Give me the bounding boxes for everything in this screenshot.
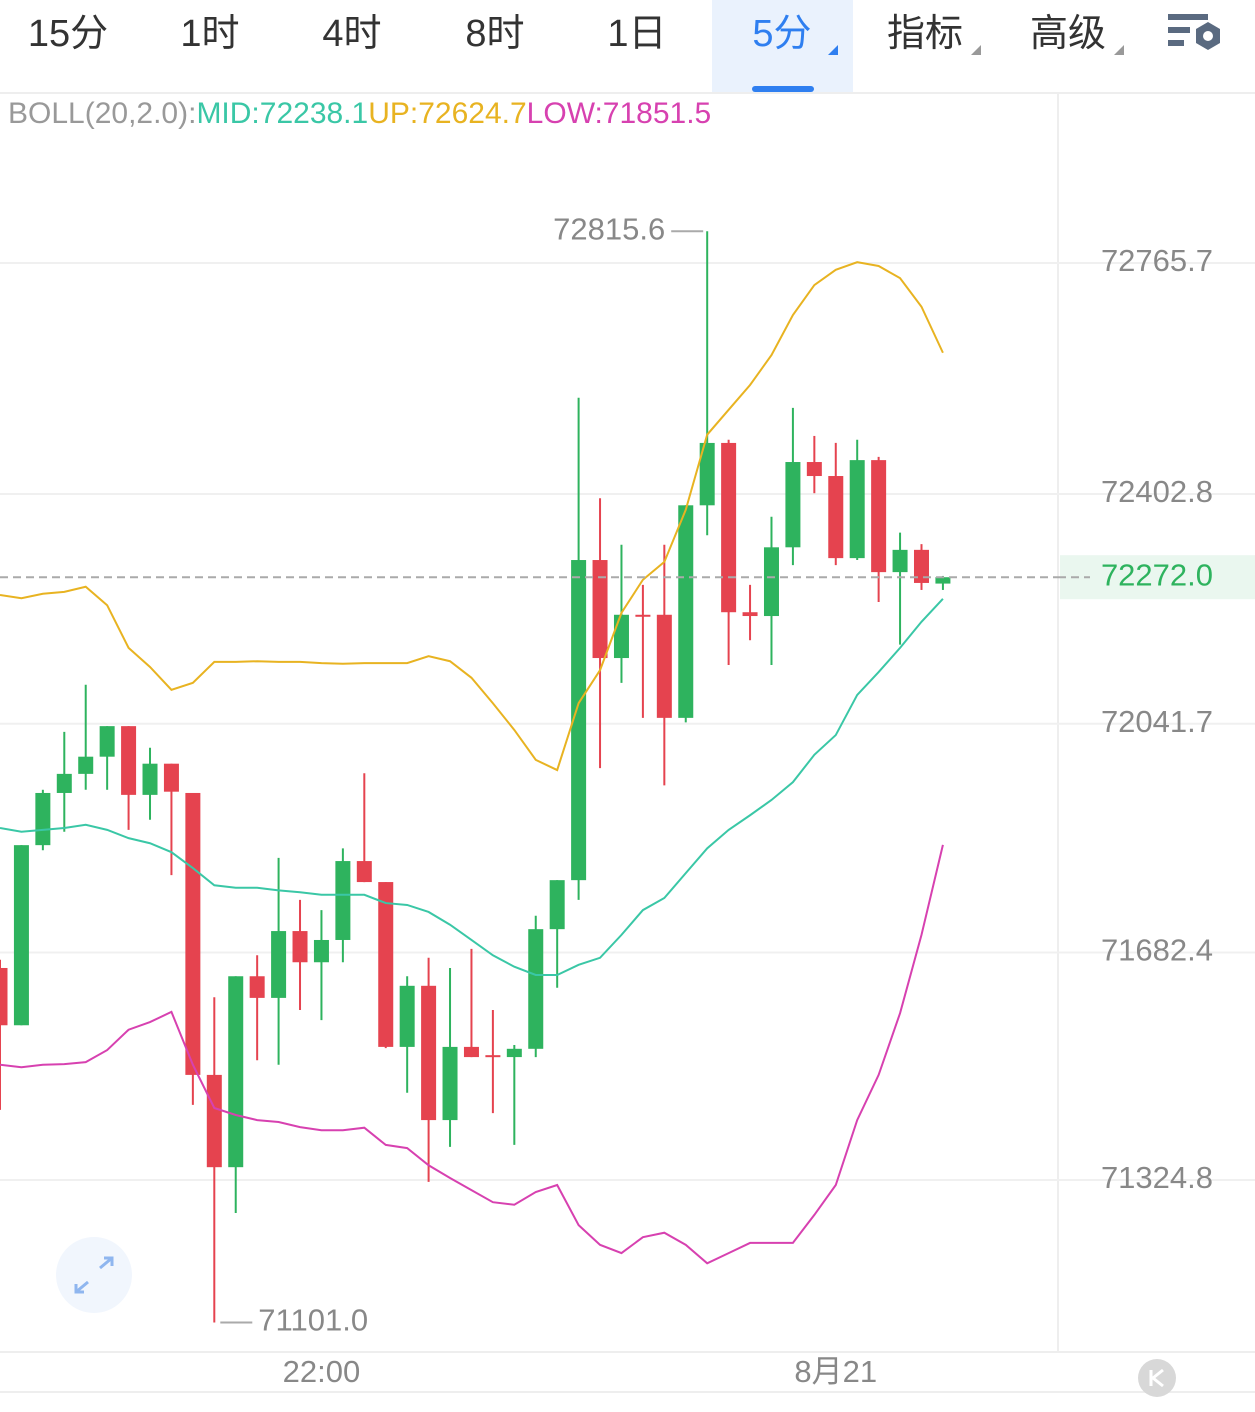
candle-body <box>506 1048 522 1058</box>
candle-body <box>806 462 822 477</box>
candle-body <box>871 460 887 573</box>
boll-line <box>0 844 944 1265</box>
candle-body <box>142 763 158 795</box>
y-tick-label: 71682.4 <box>1101 933 1213 968</box>
annotation-label: 71101.0 <box>258 1303 368 1338</box>
candle-body <box>421 985 437 1121</box>
y-tick-label: 72402.8 <box>1101 474 1213 509</box>
candle-body <box>849 460 865 559</box>
tab[interactable]: 4时 <box>322 13 381 55</box>
candle-body <box>442 1046 458 1121</box>
candle-body <box>206 1074 222 1168</box>
tab[interactable]: 15分 <box>28 13 108 55</box>
dropdown-caret <box>828 45 838 55</box>
plot <box>0 231 1058 1323</box>
candle-body <box>828 476 844 559</box>
indicator-header: BOLL(20,2.0):MID:72238.1UP:72624.7LOW:71… <box>8 97 711 130</box>
grid <box>0 262 1255 1182</box>
candle-body <box>935 577 951 584</box>
candle-body <box>678 505 694 718</box>
candle-body <box>228 976 244 1168</box>
boll-line <box>0 598 944 976</box>
candle-body <box>0 967 8 1026</box>
candle-body <box>742 612 758 617</box>
candle-body <box>185 792 201 1075</box>
x-tick-label: 8月21 <box>794 1354 877 1389</box>
candle-body <box>528 929 544 1049</box>
candle-body <box>549 880 565 930</box>
tab-bar: 15分 1时 4时 8时 1日 5分 指标 高级 <box>28 13 1124 55</box>
tab[interactable]: 1日 <box>607 13 666 55</box>
candle-body <box>335 861 351 940</box>
indicator-low: LOW:71851.5 <box>527 97 712 130</box>
labels: 72765.7 72402.8 72041.7 71682.4 71324.8 22:00… <box>220 211 1255 1389</box>
y-tick-label: 71324.8 <box>1101 1160 1213 1195</box>
last-price-bg <box>1060 555 1255 600</box>
candle-body <box>99 726 115 757</box>
candle-body <box>271 931 287 998</box>
indicator-name: BOLL(20,2.0): <box>8 97 196 130</box>
candle-body <box>163 763 179 792</box>
candle-body <box>763 547 779 617</box>
tab[interactable]: 指标 <box>887 13 963 55</box>
candle-body <box>313 939 329 963</box>
candle-body <box>592 560 608 659</box>
candle-body <box>249 976 265 998</box>
candle-body <box>121 726 137 795</box>
active-tab-bg <box>712 0 853 92</box>
candle-body <box>378 882 394 1047</box>
candle-body <box>35 792 51 846</box>
candle-body <box>699 442 715 506</box>
tab[interactable]: 8时 <box>465 13 524 55</box>
candle-body <box>485 1055 501 1058</box>
settings-icon[interactable] <box>1168 14 1220 50</box>
candle-body <box>78 756 94 774</box>
candle-body <box>613 614 629 659</box>
candle-body <box>56 773 72 793</box>
active-tab-underline <box>752 86 814 92</box>
annotation-label: 72815.6 <box>553 211 665 246</box>
k-button[interactable] <box>1138 1359 1176 1397</box>
candle-body <box>913 549 929 583</box>
candle-body <box>635 614 651 617</box>
tab[interactable]: 高级 <box>1030 13 1106 55</box>
candle-body <box>292 931 308 963</box>
dropdown-caret <box>1114 45 1124 55</box>
candle-body <box>571 560 587 881</box>
y-tick-label: 72765.7 <box>1101 243 1213 278</box>
x-tick-label: 22:00 <box>283 1354 361 1389</box>
tab[interactable]: 5分 <box>752 13 811 55</box>
boll-line <box>0 261 944 772</box>
candle-body <box>399 985 415 1047</box>
candle-body <box>892 549 908 573</box>
dropdown-caret <box>971 45 981 55</box>
candle-body <box>463 1046 479 1058</box>
tab[interactable]: 1时 <box>180 13 239 55</box>
candle-body <box>721 442 737 613</box>
indicator-up: UP:72624.7 <box>368 97 526 130</box>
y-tick-label: 72041.7 <box>1101 704 1213 739</box>
candle-body <box>656 614 672 718</box>
indicator-mid: MID:72238.1 <box>196 97 368 130</box>
expand-button[interactable] <box>56 1237 132 1313</box>
candle-body <box>785 462 801 548</box>
last-price-label: 72272.0 <box>1101 557 1213 592</box>
candle-body <box>13 845 29 1026</box>
candle-body <box>356 861 372 883</box>
